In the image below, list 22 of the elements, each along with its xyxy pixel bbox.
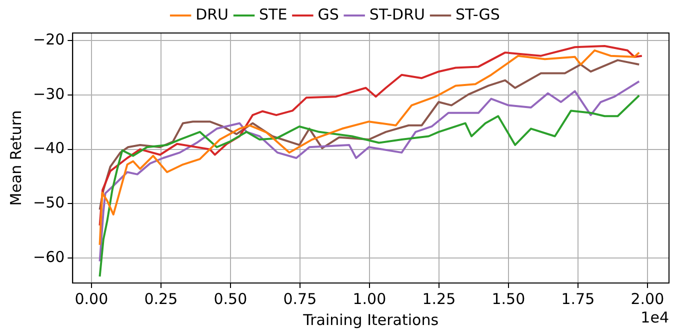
legend-label: DRU [196,5,229,24]
y-tick-label: −50 [33,194,65,212]
x-tick-label: 0.00 [74,290,108,308]
legend-label: STE [259,5,288,24]
x-axis-title: Training Iterations [302,310,439,329]
x-tick-label: 1.00 [352,290,386,308]
x-tick-label: 0.50 [214,290,248,308]
text: 1e4 [640,308,669,326]
x-tick-label: 1.75 [561,290,595,308]
legend-label: ST-DRU [369,5,426,24]
y-tick-label: −40 [33,139,65,158]
y-tick-label: −20 [33,30,65,48]
legend-label: ST-GS [456,5,500,24]
x-tick-label: 1.25 [422,290,456,308]
x-tick-label: 0.25 [144,290,178,308]
y-tick-label: −30 [33,84,65,103]
x-tick-label: 1.50 [492,290,526,308]
x-tick-label: 2.00 [630,290,664,308]
x-tick-label: 0.75 [283,290,317,308]
legend-label: GS [318,5,339,24]
y-axis-title: Mean Return [6,110,25,206]
y-tick-label: −60 [33,248,65,266]
